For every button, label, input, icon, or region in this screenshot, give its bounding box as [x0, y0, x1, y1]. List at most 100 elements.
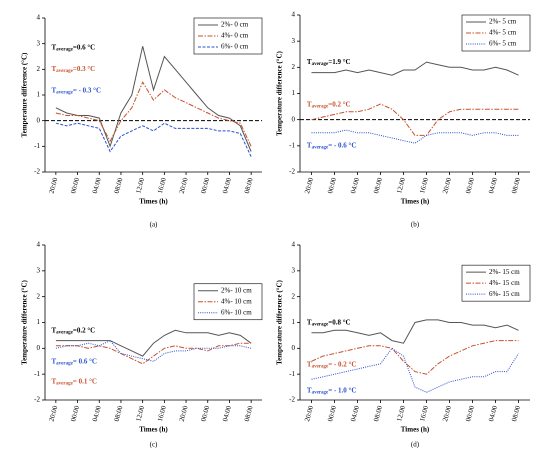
legend-label: 2%- 0 cm: [221, 21, 249, 29]
panel-caption: (c): [150, 441, 158, 449]
annotation-value: =1.9 °C: [328, 58, 350, 66]
x-axis-label: Times (h): [401, 426, 430, 434]
x-tick-label: 08:00: [510, 176, 522, 194]
y-tick-label: -2: [34, 396, 40, 404]
y-tick-label: 3: [292, 266, 296, 274]
y-tick-label: 0: [292, 344, 296, 352]
y-tick-label: 3: [37, 266, 41, 274]
series-line: [311, 61, 519, 76]
legend-label: 2%- 10 cm: [221, 286, 252, 294]
series-line: [55, 339, 252, 362]
annotation: Taverage= 0.1 °C: [52, 377, 97, 387]
y-tick-label: -2: [34, 168, 40, 176]
series-line: [311, 319, 519, 344]
x-tick-label: 04:00: [349, 176, 361, 194]
x-tick-label: 20:00: [178, 176, 190, 194]
x-tick-label: 00:00: [69, 404, 81, 422]
annotation-value: =0.6 °C: [73, 43, 95, 51]
y-axis-label: Temperature difference (°C): [21, 279, 29, 364]
x-tick-label: 12:00: [395, 404, 407, 422]
annotation-symbol: T: [307, 100, 312, 108]
annotation: Taverage=0.3 °C: [52, 64, 96, 74]
x-tick-label: 00:00: [199, 176, 211, 194]
annotation-subscript: average: [56, 47, 73, 52]
annotation-symbol: T: [52, 86, 57, 94]
x-tick-label: 12:00: [395, 176, 407, 194]
x-tick-label: 00:00: [69, 176, 81, 194]
annotation-subscript: average: [56, 91, 73, 96]
y-tick-label: 1: [292, 318, 296, 326]
x-tick-label: 08:00: [510, 404, 522, 422]
annotation-subscript: average: [312, 391, 329, 396]
x-tick-label: 08:00: [372, 404, 384, 422]
annotation-value: = - 0.3 °C: [73, 86, 101, 94]
legend-label: 2%- 5 cm: [489, 18, 517, 26]
annotation-subscript: average: [312, 62, 329, 67]
annotation-subscript: average: [312, 145, 329, 150]
legend-label: 2%- 15 cm: [489, 268, 520, 276]
x-tick-label: 16:00: [418, 176, 430, 194]
x-tick-label: 12:00: [134, 176, 146, 194]
x-tick-label: 04:00: [487, 404, 499, 422]
y-axis-label: Temperature difference (°C): [21, 52, 29, 137]
annotation-value: =0.2 °C: [328, 100, 350, 108]
x-tick-label: 04:00: [91, 176, 103, 194]
annotation-symbol: T: [52, 357, 57, 365]
series-line: [311, 103, 519, 136]
annotation-symbol: T: [52, 43, 57, 51]
annotation-symbol: T: [307, 318, 312, 326]
y-tick-label: 4: [292, 241, 296, 249]
x-tick-label: 20:00: [303, 176, 315, 194]
x-tick-label: 00:00: [326, 176, 338, 194]
x-tick-label: 00:00: [464, 404, 476, 422]
x-axis-label: Times (h): [139, 198, 168, 206]
annotation-subscript: average: [56, 361, 73, 366]
annotation-symbol: T: [307, 58, 312, 66]
x-tick-label: 04:00: [221, 176, 233, 194]
annotation-symbol: T: [52, 64, 57, 72]
annotation-value: = 0.6 °C: [73, 357, 97, 365]
annotation: Taverage= - 0.6 °C: [307, 141, 357, 151]
annotation: Taverage=1.9 °C: [307, 58, 351, 68]
y-tick-label: -2: [289, 168, 295, 176]
annotation-value: =0.8 °C: [328, 318, 350, 326]
x-tick-label: 04:00: [487, 176, 499, 194]
annotation-value: = 0.1 °C: [73, 377, 97, 385]
legend-label: 6%- 5 cm: [489, 40, 517, 48]
x-tick-label: 00:00: [326, 404, 338, 422]
y-tick-label: 2: [292, 292, 296, 300]
y-tick-label: -1: [34, 370, 40, 378]
series-line: [55, 342, 252, 365]
x-axis-label: Times (h): [139, 426, 168, 434]
legend-label: 4%- 5 cm: [489, 29, 517, 37]
x-axis-label: Times (h): [401, 198, 430, 206]
series-line: [55, 122, 252, 157]
series-line: [311, 340, 519, 375]
x-tick-label: 00:00: [199, 404, 211, 422]
x-tick-label: 08:00: [113, 176, 125, 194]
annotation-value: = - 1.0 °C: [328, 386, 356, 394]
panel-caption: (a): [150, 221, 158, 229]
x-tick-label: 08:00: [372, 176, 384, 194]
annotation-value: =0.3 °C: [73, 64, 95, 72]
y-tick-label: 2: [37, 65, 41, 73]
x-tick-label: 12:00: [134, 404, 146, 422]
annotation: Taverage= - 0.2 °C: [307, 360, 357, 370]
annotation-value: = - 0.2 °C: [328, 360, 356, 368]
annotation: Taverage= 0.6 °C: [52, 357, 97, 367]
y-tick-label: 4: [37, 241, 41, 249]
annotation: Taverage= - 0.3 °C: [52, 86, 102, 96]
y-tick-label: 0: [37, 344, 41, 352]
annotation: Taverage=0.2 °C: [307, 100, 351, 110]
x-tick-label: 04:00: [221, 404, 233, 422]
x-tick-label: 20:00: [303, 404, 315, 422]
legend-label: 4%- 0 cm: [221, 32, 249, 40]
y-tick-label: -2: [289, 396, 295, 404]
x-tick-label: 20:00: [441, 176, 453, 194]
y-tick-label: 2: [292, 63, 296, 71]
legend-label: 4%- 10 cm: [221, 297, 252, 305]
panel-caption: (d): [411, 441, 420, 449]
legend-label: 6%- 0 cm: [221, 43, 249, 51]
annotation-subscript: average: [56, 382, 73, 387]
